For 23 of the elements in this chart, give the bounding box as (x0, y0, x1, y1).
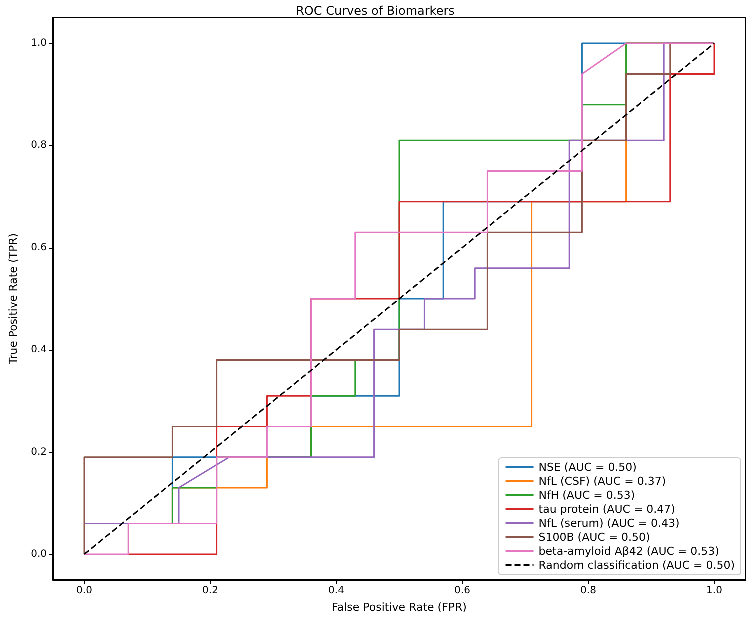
y-tick-label: 0.0 (31, 548, 47, 560)
x-tick-label: 0.6 (454, 586, 470, 596)
x-axis-title: False Positive Rate (FPR) (332, 601, 467, 614)
x-tick-label: 0.4 (328, 586, 344, 596)
y-tick-label: 1.0 (31, 38, 47, 50)
legend-label: NfH (AUC = 0.53) (538, 489, 636, 502)
x-tick-label: 0.2 (202, 586, 218, 596)
legend-label: Random classification (AUC = 0.50) (538, 559, 736, 572)
legend-label: NfL (CSF) (AUC = 0.37) (538, 475, 666, 488)
x-tick-label: 1.0 (706, 586, 722, 596)
legend-label: beta-amyloid Aβ42 (AUC = 0.53) (538, 545, 720, 558)
y-tick-label: 0.6 (31, 242, 47, 254)
chart-title: ROC Curves of Biomarkers (296, 4, 455, 18)
y-tick-label: 0.8 (31, 140, 47, 152)
y-tick-label: 0.4 (31, 344, 47, 356)
legend-label: tau protein (AUC = 0.47) (538, 503, 676, 516)
legend-label: S100B (AUC = 0.50) (538, 531, 650, 544)
legend-label: NfL (serum) (AUC = 0.43) (538, 517, 680, 530)
y-axis-title: True Positive Rate (TPR) (7, 233, 20, 366)
legend-label: NSE (AUC = 0.50) (538, 461, 637, 474)
x-tick-label: 0.8 (580, 586, 596, 596)
y-tick-label: 0.2 (31, 446, 47, 458)
x-tick-label: 0.0 (76, 586, 92, 596)
